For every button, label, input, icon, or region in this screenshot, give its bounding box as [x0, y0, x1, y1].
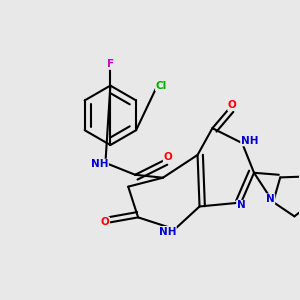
Text: N: N — [237, 200, 245, 211]
Text: NH: NH — [159, 226, 176, 237]
Text: O: O — [228, 100, 237, 110]
Text: NH: NH — [91, 159, 108, 170]
Text: N: N — [266, 194, 274, 204]
Text: NH: NH — [241, 136, 258, 146]
Text: Cl: Cl — [156, 81, 167, 91]
Text: O: O — [100, 217, 109, 227]
Text: F: F — [107, 59, 114, 69]
Text: O: O — [164, 152, 172, 162]
